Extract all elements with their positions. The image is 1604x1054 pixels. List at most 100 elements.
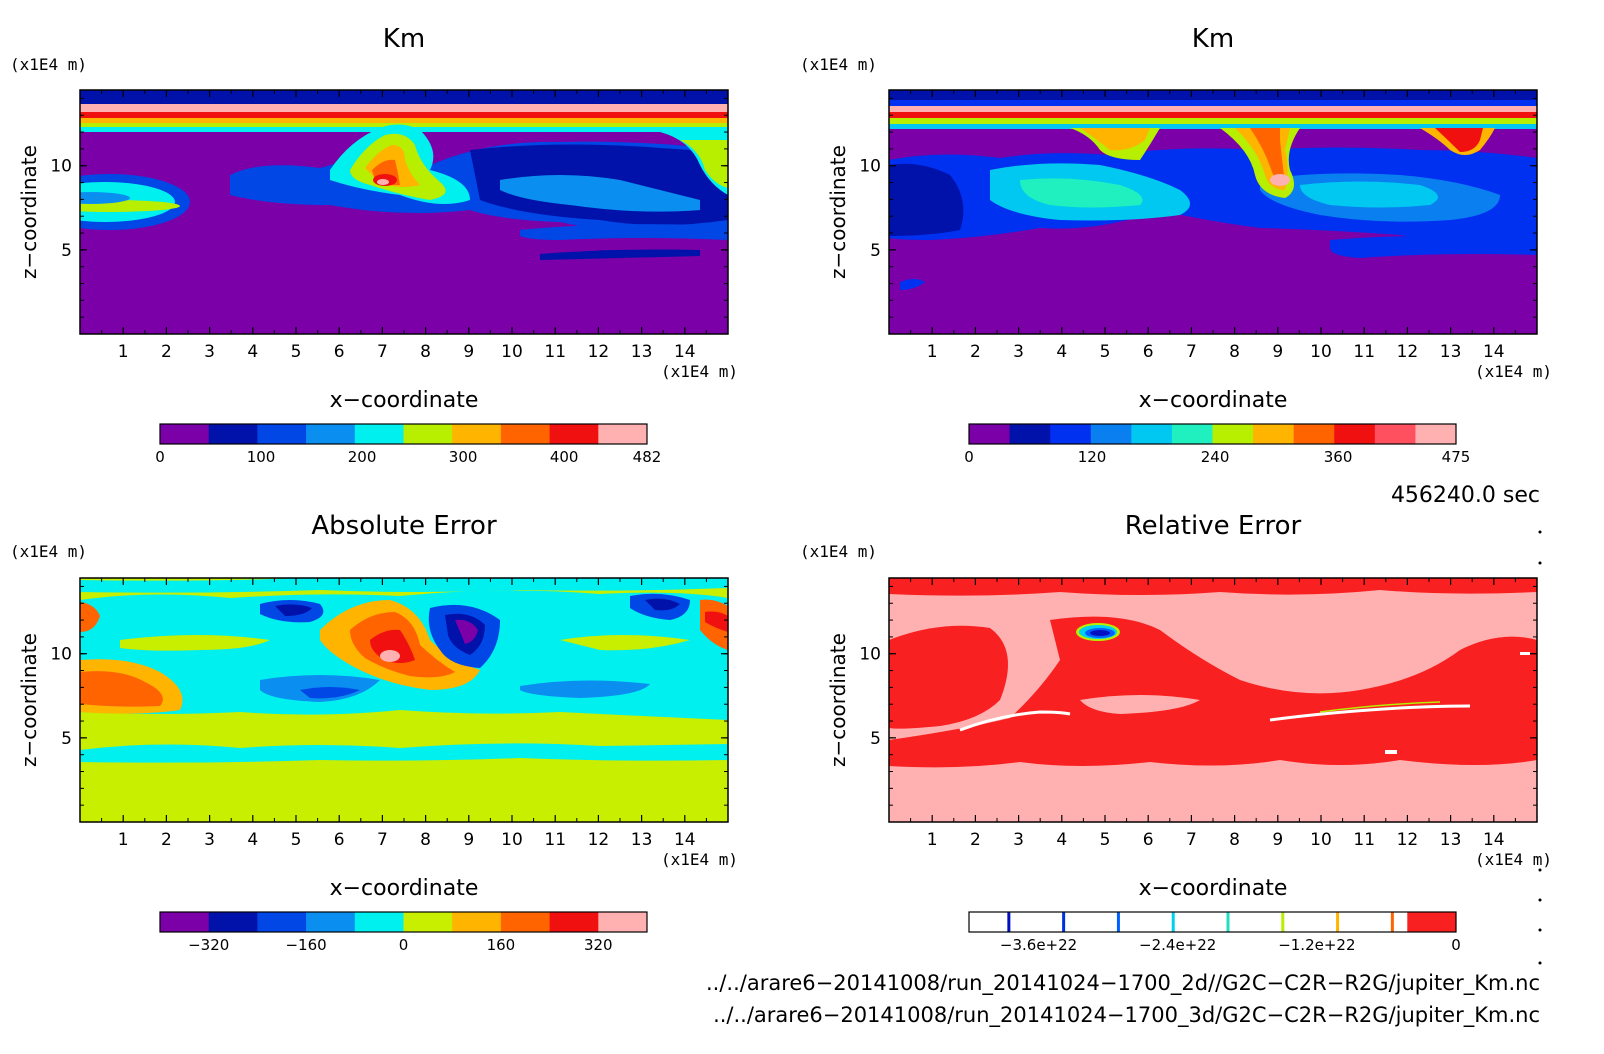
x-tick-label: 10 — [1310, 342, 1332, 362]
colorbar-swatch — [452, 424, 502, 444]
x-tick-label: 2 — [161, 342, 172, 362]
colorbar-swatch — [403, 912, 453, 932]
x-tick-label: 12 — [1397, 342, 1419, 362]
colorbar-tick-label: 482 — [633, 448, 662, 466]
file-path-3d: ../../arare6−20141008/run_20141024−1700_… — [713, 1003, 1540, 1028]
x-tick-label: 13 — [631, 830, 653, 850]
colorbar-frame — [159, 911, 648, 933]
x-tick-label: 8 — [1229, 830, 1240, 850]
x-tick-label: 8 — [420, 830, 431, 850]
x-tick-label: 8 — [1229, 342, 1240, 362]
x-tick-label: 9 — [463, 830, 474, 850]
panel-km-2d: Km (x1E4 m) — [10, 24, 738, 466]
y-tick-label: 5 — [870, 241, 881, 261]
x-tick-label: 9 — [1272, 830, 1283, 850]
y-tick-label: 10 — [859, 645, 881, 665]
x-tick-label: 6 — [1143, 830, 1154, 850]
x-tick-label: 1 — [118, 342, 129, 362]
colorbar-tick-label: 400 — [550, 448, 579, 466]
colorbar-swatch — [1066, 912, 1116, 932]
x-unit-label: (x1E4 m) — [661, 850, 738, 869]
margin-dots — [1538, 530, 1542, 965]
x-tick-label: 13 — [1440, 830, 1462, 850]
heatmap-field — [889, 90, 1537, 334]
colorbar-swatch — [1212, 912, 1262, 932]
x-tick-label: 2 — [161, 830, 172, 850]
y-axis-label: z−coordinate — [17, 145, 41, 279]
colorbar-tick-label: 360 — [1324, 448, 1353, 466]
heatmap-field — [889, 578, 1537, 822]
colorbar-stripe — [1007, 912, 1011, 932]
colorbar-tick-label: 320 — [584, 936, 613, 954]
x-tick-label: 7 — [377, 830, 388, 850]
colorbar-swatch — [1293, 424, 1335, 444]
colorbar-frame — [159, 423, 648, 445]
colorbar-tick-label: −160 — [285, 936, 326, 954]
file-path-2d: ../../arare6−20141008/run_20141024−1700_… — [706, 971, 1540, 996]
y-axis-label: z−coordinate — [826, 633, 850, 767]
colorbar-tick-label: −1.2e+22 — [1278, 936, 1355, 954]
colorbar-stripe — [1062, 912, 1066, 932]
colorbar-swatch — [257, 424, 307, 444]
colorbar-stripe — [1116, 912, 1120, 932]
x-tick-label: 7 — [377, 342, 388, 362]
colorbar: 0 120 240 360 475 — [964, 423, 1470, 466]
panel-title: Absolute Error — [311, 511, 497, 541]
x-tick-label: 14 — [1483, 342, 1505, 362]
colorbar-tick-label: 100 — [247, 448, 276, 466]
x-tick-label: 9 — [1272, 342, 1283, 362]
colorbar-swatch — [1253, 424, 1295, 444]
x-tick-label: 3 — [204, 342, 215, 362]
y-tick-label: 5 — [870, 729, 881, 749]
y-axis-label: z−coordinate — [826, 145, 850, 279]
heatmap-field — [80, 90, 728, 334]
colorbar-tick-label: 0 — [155, 448, 165, 466]
y-unit-label: (x1E4 m) — [10, 55, 87, 74]
colorbar-swatch — [500, 424, 551, 444]
x-tick-label: 6 — [334, 830, 345, 850]
colorbar-swatch — [969, 424, 1011, 444]
colorbar-swatch — [1009, 424, 1051, 444]
colorbar-swatch — [1131, 424, 1173, 444]
x-axis-label: x−coordinate — [1139, 388, 1288, 413]
x-tick-label: 10 — [501, 342, 523, 362]
colorbar-frame — [968, 911, 1457, 933]
colorbar-tick-label: 120 — [1078, 448, 1107, 466]
colorbar-swatch — [208, 912, 258, 932]
colorbar-tick-label: −320 — [188, 936, 229, 954]
x-tick-label: 7 — [1186, 342, 1197, 362]
x-tick-label: 14 — [674, 830, 696, 850]
colorbar-swatch — [452, 912, 502, 932]
x-tick-label: 4 — [1056, 342, 1067, 362]
y-axis-label: z−coordinate — [17, 633, 41, 767]
colorbar-tick-label: 0 — [1451, 936, 1461, 954]
colorbar-swatch — [549, 912, 599, 932]
x-tick-label: 7 — [1186, 830, 1197, 850]
x-tick-label: 5 — [1100, 342, 1111, 362]
x-tick-label: 1 — [118, 830, 129, 850]
colorbar-swatch — [1358, 912, 1408, 932]
y-tick-label: 10 — [50, 645, 72, 665]
time-label: 456240.0 sec — [1391, 483, 1540, 508]
x-tick-label: 13 — [1440, 342, 1462, 362]
colorbar-tick-label: −2.4e+22 — [1139, 936, 1216, 954]
colorbar-stripe — [1281, 912, 1285, 932]
x-tick-label: 6 — [1143, 342, 1154, 362]
x-tick-label: 9 — [463, 342, 474, 362]
colorbar-swatch — [354, 424, 404, 444]
colorbar-swatch — [160, 912, 210, 932]
x-tick-label: 5 — [291, 342, 302, 362]
colorbar-swatch — [257, 912, 307, 932]
colorbar-swatch — [160, 424, 210, 444]
colorbar-tick-label: 160 — [487, 936, 516, 954]
colorbar-swatch — [208, 424, 258, 444]
colorbar-swatch — [1163, 912, 1213, 932]
colorbar-swatch — [403, 424, 453, 444]
x-tick-label: 11 — [1353, 342, 1375, 362]
colorbar-swatch — [598, 912, 648, 932]
heatmap-field — [80, 578, 728, 822]
colorbar-tick-label: 300 — [449, 448, 478, 466]
colorbar-tick-label: 0 — [399, 936, 409, 954]
